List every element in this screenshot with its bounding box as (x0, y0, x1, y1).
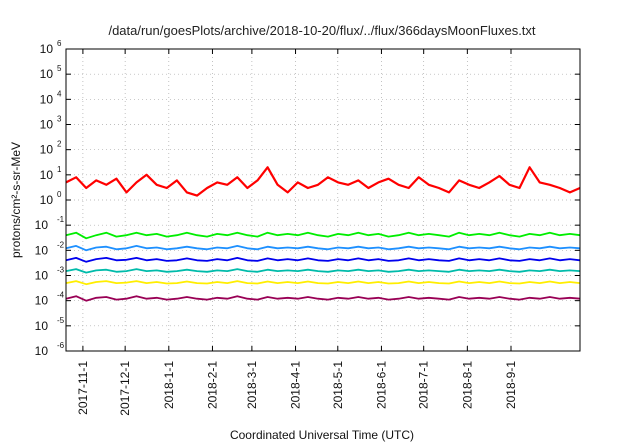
x-axis: 2017-11-1 2017-12-1 2018-1-1 2018-2-1 2018-3… (76, 49, 518, 416)
y-tick-exponent: 1 (57, 165, 62, 174)
y-axis-label: protons/cm²-s-sr-MeV (9, 142, 23, 258)
y-tick-exponent: 6 (57, 39, 62, 48)
x-tick-label: 2018-7-1 (417, 361, 431, 409)
y-tick-exponent: 3 (57, 115, 62, 124)
y-tick-label: 10 (40, 92, 54, 106)
y-tick-label: 10 (40, 42, 54, 56)
x-tick-label: 2017-11-1 (76, 361, 90, 415)
series-line (65, 256, 581, 263)
y-tick-label: 10 (35, 319, 49, 333)
y-tick-label: 10 (40, 143, 54, 157)
series-line (65, 231, 581, 240)
y-tick-exponent: -2 (57, 240, 65, 249)
x-tick-label: 2018-1-1 (162, 361, 176, 409)
y-tick-exponent: 5 (57, 64, 62, 73)
y-tick-exponent: 4 (57, 89, 62, 98)
y-tick-label: 10 (35, 294, 49, 308)
x-tick-label: 2018-8-1 (460, 361, 474, 409)
grid (66, 49, 580, 351)
chart-title: /data/run/goesPlots/archive/2018-10-20/f… (108, 23, 535, 38)
y-axis: 10 -610 -510 -410 -310 -210 -110 010 110 210 310 41… (35, 39, 580, 358)
series-layer (65, 166, 581, 302)
x-axis-label: Coordinated Universal Time (UTC) (230, 428, 414, 442)
y-tick-label: 10 (40, 168, 54, 182)
x-tick-label: 2017-12-1 (118, 361, 132, 416)
y-tick-exponent: 0 (57, 190, 62, 199)
y-tick-exponent: 2 (57, 140, 62, 149)
series-line (65, 295, 581, 302)
x-tick-label: 2018-6-1 (374, 361, 388, 409)
x-tick-label: 2018-5-1 (331, 361, 345, 409)
x-tick-label: 2018-9-1 (504, 361, 518, 409)
y-tick-label: 10 (35, 218, 49, 232)
y-tick-label: 10 (35, 344, 49, 358)
series-line (65, 268, 581, 274)
y-tick-label: 10 (35, 243, 49, 257)
y-tick-label: 10 (40, 67, 54, 81)
y-tick-exponent: -1 (57, 215, 65, 224)
y-tick-exponent: -6 (57, 341, 65, 350)
series-line (65, 244, 581, 252)
y-tick-label: 10 (40, 193, 54, 207)
y-tick-exponent: -4 (57, 291, 65, 300)
y-tick-label: 10 (35, 269, 49, 283)
series-line (65, 166, 581, 197)
series-line (65, 280, 581, 286)
y-tick-label: 10 (40, 118, 54, 132)
y-tick-exponent: -3 (57, 266, 65, 275)
x-tick-label: 2018-2-1 (205, 361, 219, 409)
x-tick-label: 2018-4-1 (289, 361, 303, 409)
x-tick-label: 2018-3-1 (245, 361, 259, 409)
y-tick-exponent: -5 (57, 316, 65, 325)
